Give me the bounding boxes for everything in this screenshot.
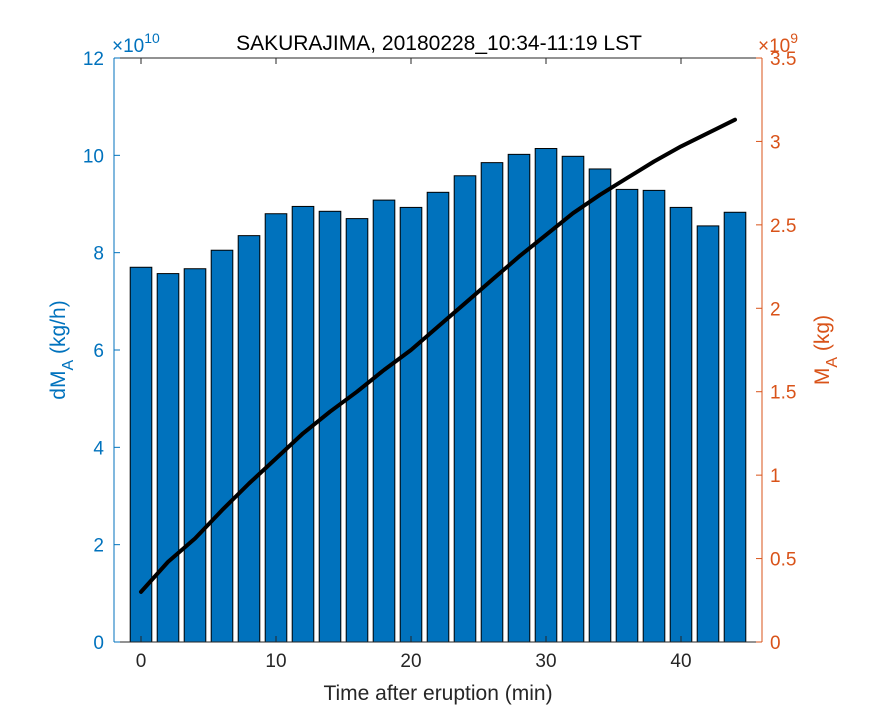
x-tick-label: 40 bbox=[670, 651, 691, 672]
y-right-tick-label: 2.5 bbox=[770, 216, 796, 237]
bar bbox=[642, 189, 666, 643]
y-left-tick-label: 10 bbox=[83, 146, 104, 167]
x-tick-label: 10 bbox=[265, 651, 286, 672]
x-tick-label: 0 bbox=[136, 651, 147, 672]
bar bbox=[561, 155, 585, 643]
bar bbox=[615, 188, 639, 643]
bar bbox=[534, 148, 558, 643]
y-right-tick-label: 0.5 bbox=[770, 550, 796, 571]
y-right-tick-label: 1.5 bbox=[770, 383, 796, 404]
chart-title: SAKURAJIMA, 20180228_10:34-11:19 LST bbox=[236, 32, 642, 55]
bar-group bbox=[129, 148, 747, 643]
bar bbox=[183, 268, 207, 643]
bar bbox=[723, 211, 747, 643]
x-tick-label: 20 bbox=[400, 651, 421, 672]
bar bbox=[372, 199, 396, 643]
y-left-tick-label: 2 bbox=[93, 536, 104, 557]
axes bbox=[113, 57, 763, 643]
y-left-tick-label: 0 bbox=[93, 633, 104, 654]
bar bbox=[453, 175, 477, 643]
bar bbox=[210, 249, 234, 643]
x-axis-label: Time after eruption (min) bbox=[323, 682, 552, 705]
bar bbox=[696, 225, 720, 643]
bar bbox=[426, 191, 450, 643]
bar bbox=[588, 168, 612, 643]
bar bbox=[318, 210, 342, 643]
bar bbox=[345, 218, 369, 643]
bar bbox=[399, 206, 423, 643]
series-line bbox=[139, 117, 737, 594]
y-right-tick-label: 2 bbox=[770, 299, 781, 320]
right-axis-exponent: ×109 bbox=[758, 30, 798, 57]
bar bbox=[156, 273, 180, 643]
bar bbox=[291, 205, 315, 643]
right-axis-label: MA (kg) bbox=[811, 315, 841, 385]
y-left-tick-label: 6 bbox=[93, 341, 104, 362]
y-right-tick-label: 3.5 bbox=[770, 49, 796, 70]
bar bbox=[480, 162, 504, 643]
y-left-tick-label: 12 bbox=[83, 49, 104, 70]
bar bbox=[507, 153, 531, 643]
left-axis-exponent: ×1010 bbox=[112, 30, 160, 57]
y-right-tick-label: 1 bbox=[770, 466, 781, 487]
bar bbox=[669, 206, 693, 643]
y-right-tick-label: 0 bbox=[770, 633, 781, 654]
line-group bbox=[139, 117, 737, 594]
y-left-tick-label: 4 bbox=[93, 438, 104, 459]
x-tick-label: 30 bbox=[535, 651, 556, 672]
y-left-tick-label: 8 bbox=[93, 244, 104, 265]
left-axis-label: dMA (kg/h) bbox=[47, 300, 77, 399]
tick-labels: 0 10 20 30 40 0 2 4 6 8 10 12 0 0.5 1 1.5 2 2.5 3 3.5 bbox=[83, 49, 797, 672]
bar bbox=[264, 213, 288, 643]
y-right-tick-label: 3 bbox=[770, 132, 781, 153]
bar bbox=[237, 235, 261, 643]
